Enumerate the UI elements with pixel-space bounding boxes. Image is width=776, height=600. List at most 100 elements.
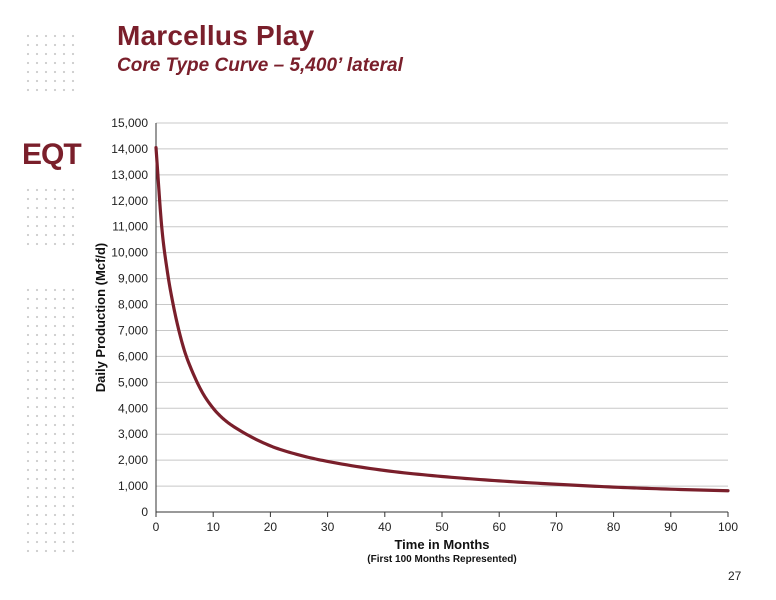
decorative-dot xyxy=(71,378,75,382)
decorative-dot xyxy=(71,34,75,38)
decorative-dot xyxy=(44,306,48,310)
decorative-dot xyxy=(44,324,48,328)
decorative-dot xyxy=(53,351,57,355)
decorative-dot xyxy=(44,513,48,517)
decorative-dot xyxy=(26,495,30,499)
decorative-dot xyxy=(26,43,30,47)
x-tick-label: 30 xyxy=(321,520,335,534)
decorative-dot xyxy=(35,215,39,219)
decorative-dot xyxy=(44,540,48,544)
decorative-dot xyxy=(53,224,57,228)
decorative-dot xyxy=(71,513,75,517)
decorative-dot xyxy=(62,43,66,47)
decorative-dot xyxy=(44,79,48,83)
decorative-dot xyxy=(35,324,39,328)
decorative-dot xyxy=(35,459,39,463)
decorative-dot xyxy=(71,297,75,301)
x-tick-label: 20 xyxy=(264,520,278,534)
decorative-dot xyxy=(71,531,75,535)
decorative-dot xyxy=(44,441,48,445)
decorative-dot xyxy=(35,233,39,237)
decorative-dot xyxy=(26,441,30,445)
decorative-dot xyxy=(26,369,30,373)
page-number: 27 xyxy=(728,569,742,583)
y-tick-label: 6,000 xyxy=(118,349,148,363)
decorative-dot xyxy=(26,513,30,517)
decorative-dot xyxy=(62,306,66,310)
decorative-dot xyxy=(53,197,57,201)
decorative-dot xyxy=(35,378,39,382)
decorative-dot xyxy=(26,405,30,409)
decorative-dot xyxy=(62,324,66,328)
decorative-dot xyxy=(62,52,66,56)
decorative-dot xyxy=(35,549,39,553)
decorative-dot xyxy=(53,513,57,517)
decorative-dot xyxy=(26,549,30,553)
decorative-dot xyxy=(62,242,66,246)
decorative-dot xyxy=(71,43,75,47)
decorative-dot xyxy=(62,549,66,553)
decorative-dot xyxy=(44,477,48,481)
x-tick-label: 60 xyxy=(493,520,507,534)
decorative-dot xyxy=(71,342,75,346)
decorative-dot xyxy=(26,522,30,526)
x-tick-label: 80 xyxy=(607,520,621,534)
decorative-dot xyxy=(44,378,48,382)
decorative-dot xyxy=(53,549,57,553)
decorative-dot xyxy=(71,495,75,499)
decorative-dot xyxy=(62,495,66,499)
decorative-dot xyxy=(26,486,30,490)
decorative-dot xyxy=(35,88,39,92)
y-tick-label: 1,000 xyxy=(118,479,148,493)
decorative-dot xyxy=(62,423,66,427)
decorative-dot xyxy=(53,233,57,237)
decorative-dot xyxy=(53,333,57,337)
decorative-dot xyxy=(26,468,30,472)
decorative-dot xyxy=(71,288,75,292)
decorative-dot xyxy=(26,297,30,301)
decorative-dot xyxy=(44,43,48,47)
decorative-dot xyxy=(71,477,75,481)
decorative-dot-grid xyxy=(26,34,75,553)
decorative-dot xyxy=(53,504,57,508)
decorative-dot xyxy=(71,88,75,92)
decorative-dot xyxy=(53,441,57,445)
type-curve-line xyxy=(154,146,730,493)
y-tick-label: 12,000 xyxy=(111,194,148,208)
decorative-dot xyxy=(53,242,57,246)
decorative-dot xyxy=(53,215,57,219)
decorative-dot xyxy=(71,233,75,237)
decorative-dot xyxy=(53,324,57,328)
decorative-dot xyxy=(26,306,30,310)
decorative-dot xyxy=(53,360,57,364)
decorative-dot xyxy=(53,79,57,83)
decorative-dot xyxy=(62,188,66,192)
decorative-dot xyxy=(44,242,48,246)
decorative-dot xyxy=(71,414,75,418)
decorative-dot xyxy=(35,495,39,499)
y-tick-label: 10,000 xyxy=(111,246,148,260)
decorative-dot xyxy=(35,531,39,535)
decorative-dot xyxy=(26,224,30,228)
decorative-dot xyxy=(71,468,75,472)
decorative-dot xyxy=(35,504,39,508)
decorative-dot xyxy=(35,450,39,454)
decorative-dot xyxy=(62,297,66,301)
decorative-dot xyxy=(71,79,75,83)
decorative-dot xyxy=(62,396,66,400)
decorative-dot xyxy=(53,369,57,373)
decorative-dot xyxy=(53,88,57,92)
decorative-dot xyxy=(53,522,57,526)
decorative-dot xyxy=(44,52,48,56)
decorative-dot xyxy=(35,43,39,47)
decorative-dot xyxy=(71,306,75,310)
decorative-dot xyxy=(35,333,39,337)
decorative-dot xyxy=(26,342,30,346)
x-tick-label: 40 xyxy=(378,520,392,534)
decorative-dot xyxy=(26,351,30,355)
decorative-dot xyxy=(53,70,57,74)
decorative-dot xyxy=(53,306,57,310)
decorative-dot xyxy=(62,513,66,517)
decorative-dot xyxy=(44,315,48,319)
